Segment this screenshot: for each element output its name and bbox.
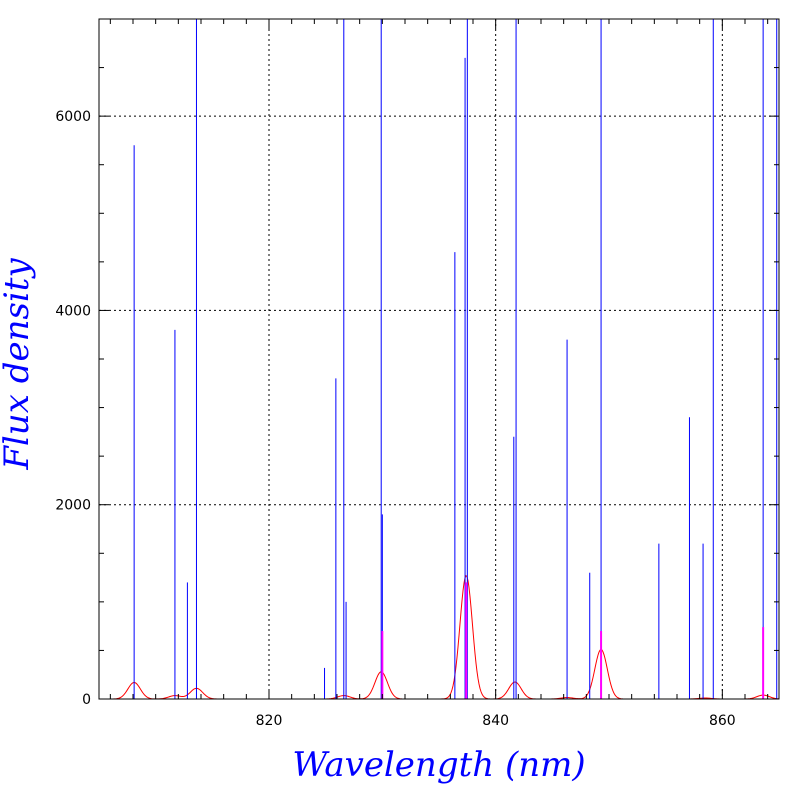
x-tick-label: 860 — [709, 713, 736, 729]
plot-frame — [98, 18, 780, 700]
smoothed-profile-line — [99, 574, 779, 699]
y-tick-label: 6000 — [55, 109, 91, 125]
plot-area — [99, 19, 779, 699]
tick-labels: 820 840 860 0 2000 4000 6000 — [55, 109, 735, 729]
x-axis-label: Wavelength (nm) — [292, 745, 585, 785]
x-tick-label: 820 — [256, 713, 283, 729]
y-tick-label: 0 — [82, 692, 91, 708]
axis-ticks — [99, 18, 779, 700]
y-axis-label: Flux density — [0, 258, 37, 471]
x-tick-label: 840 — [482, 713, 509, 729]
overlap-line-series — [381, 582, 765, 699]
grid-lines — [99, 19, 779, 699]
y-tick-label: 2000 — [55, 498, 91, 514]
y-tick-label: 4000 — [55, 303, 91, 319]
emission-line-series — [133, 19, 778, 699]
smoothed-profile-series — [99, 574, 779, 699]
